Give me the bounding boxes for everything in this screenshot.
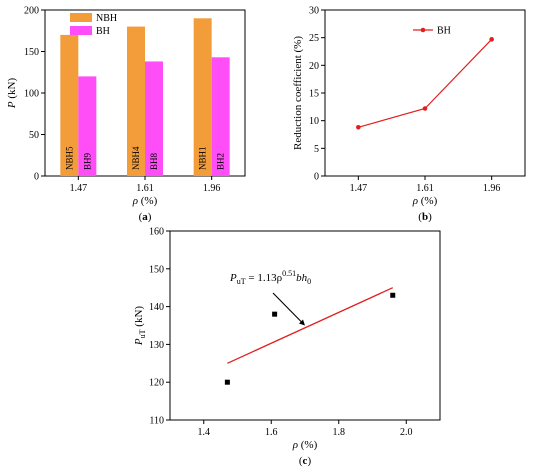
series-line-bh bbox=[358, 38, 493, 128]
bar-bh-1.61 bbox=[145, 61, 163, 176]
panel-a-y-ticks: 0 50 100 150 200 bbox=[24, 6, 45, 183]
bar-bh-1.96 bbox=[211, 57, 230, 177]
panel-b-series bbox=[356, 37, 494, 130]
panel-c-frame bbox=[169, 230, 441, 421]
legend-label-bh: BH bbox=[96, 26, 110, 37]
panel-b-x-axis-label: ρ (%) bbox=[412, 195, 438, 207]
panel-c-x-tick-label: 1.4 bbox=[198, 427, 211, 438]
bar-label: BH9 bbox=[82, 152, 92, 170]
bar-nbh-1.47 bbox=[60, 34, 79, 177]
bar-label: NBH4 bbox=[131, 146, 141, 170]
panel-b-y-tick-label: 15 bbox=[309, 89, 319, 100]
panel-c-y-tick-label: 130 bbox=[149, 340, 164, 351]
panel-b-x-tick-label: 1.96 bbox=[483, 183, 501, 194]
bar-label: BH2 bbox=[216, 153, 226, 170]
panel-b-y-ticks: 0 5 10 15 20 25 30 bbox=[309, 6, 325, 183]
panel-a-x-tick-label: 1.96 bbox=[203, 183, 221, 194]
panel-c-y-tick-label: 110 bbox=[149, 416, 164, 427]
panel-c-equation-annotation: PuT = 1.13ρ0.51bh0 bbox=[229, 269, 311, 326]
panel-a-x-tick-label: 1.61 bbox=[136, 183, 154, 194]
panel-c-x-tick-label: 1.6 bbox=[265, 427, 278, 438]
panel-b-x-tick-label: 1.47 bbox=[350, 183, 368, 194]
fit-line bbox=[227, 287, 394, 364]
panel-c-y-tick-label: 160 bbox=[149, 227, 164, 238]
panel-b-x-tick-label: 1.61 bbox=[416, 183, 434, 194]
panel-c-y-tick-label: 150 bbox=[149, 264, 164, 275]
panel-b-y-tick-label: 20 bbox=[309, 61, 319, 72]
panel-b-y-tick-label: 30 bbox=[309, 6, 319, 17]
panel-b-y-axis-label: Reduction coefficient (%) bbox=[292, 36, 304, 150]
panel-c-y-tick-label: 140 bbox=[149, 302, 164, 313]
panel-c-x-tick-label: 1.8 bbox=[333, 427, 346, 438]
legend-swatch-bh bbox=[70, 26, 92, 35]
panel-a-x-tick-label: 1.47 bbox=[70, 183, 88, 194]
panel-b-y-tick-label: 5 bbox=[314, 144, 319, 155]
panel-a-y-tick-label: 0 bbox=[34, 172, 39, 183]
bar-bh-1.47 bbox=[78, 76, 97, 176]
legend-label-bh: BH bbox=[437, 26, 451, 37]
panel-c-y-axis-label: PuT (kN) bbox=[133, 306, 147, 346]
bar-nbh-1.96 bbox=[193, 18, 212, 176]
panel-a-bar-chart: 0 50 100 150 200 1.47 1.61 1.96 NBH5 BH9 NBH4 BH8… bbox=[6, 6, 246, 223]
bar-label: NBH5 bbox=[64, 146, 74, 170]
data-point bbox=[272, 311, 278, 317]
panel-c-label: (c) bbox=[299, 455, 312, 467]
panel-a-legend: NBH BH bbox=[70, 13, 117, 37]
panel-c-scatter-chart: 110 120 130 140 150 160 1.4 1.6 1.8 2.0 PuT = 1.… bbox=[133, 227, 441, 467]
panel-b-y-tick-label: 10 bbox=[309, 116, 319, 127]
bar-label: NBH1 bbox=[198, 146, 208, 170]
panel-c-series bbox=[224, 287, 396, 385]
bar-label: BH8 bbox=[149, 152, 159, 170]
panel-a-bars: NBH5 BH9 NBH4 BH8 NBH1 BH2 bbox=[60, 18, 230, 177]
panel-c-x-axis-label: ρ (%) bbox=[292, 439, 318, 451]
legend-swatch-nbh bbox=[70, 13, 92, 22]
panel-a-x-ticks: 1.47 1.61 1.96 bbox=[70, 176, 221, 194]
panel-c-y-ticks: 110 120 130 140 150 160 bbox=[149, 227, 170, 427]
panel-c-x-ticks: 1.4 1.6 1.8 2.0 bbox=[198, 420, 413, 438]
panel-a-y-tick-label: 50 bbox=[29, 130, 39, 141]
legend-marker-bh bbox=[420, 27, 426, 33]
panel-c-x-tick-label: 2.0 bbox=[400, 427, 413, 438]
panel-b-x-ticks: 1.47 1.61 1.96 bbox=[350, 176, 501, 194]
series-point-bh bbox=[489, 37, 494, 42]
panel-b-label: (b) bbox=[418, 211, 432, 223]
data-point bbox=[390, 292, 396, 298]
panel-a-label: (a) bbox=[139, 211, 152, 223]
panel-c-y-tick-label: 120 bbox=[149, 378, 164, 389]
legend-label-nbh: NBH bbox=[96, 13, 117, 24]
panel-a-y-tick-label: 200 bbox=[24, 6, 39, 17]
bar-nbh-1.61 bbox=[127, 26, 145, 176]
series-point-bh bbox=[356, 125, 361, 130]
series-point-bh bbox=[422, 106, 428, 111]
panel-b-legend: BH bbox=[413, 26, 451, 37]
panel-b-y-tick-label: 0 bbox=[314, 172, 319, 183]
panel-a-y-tick-label: 150 bbox=[24, 47, 39, 58]
panel-a-x-axis-label: ρ (%) bbox=[132, 195, 158, 207]
equation-arrow bbox=[272, 292, 304, 324]
panel-a-y-tick-label: 100 bbox=[24, 89, 39, 100]
panel-b-frame bbox=[324, 9, 526, 177]
equation-text: PuT = 1.13ρ0.51bh0 bbox=[229, 269, 311, 286]
equation-arrow-head bbox=[299, 319, 305, 326]
panel-b-y-tick-label: 25 bbox=[309, 33, 319, 44]
panel-a-y-axis-label: P (kN) bbox=[6, 78, 18, 110]
data-point bbox=[224, 379, 230, 385]
panel-b-line-chart: 0 5 10 15 20 25 30 1.47 1.61 1.96 BH Reduction c… bbox=[292, 6, 526, 223]
